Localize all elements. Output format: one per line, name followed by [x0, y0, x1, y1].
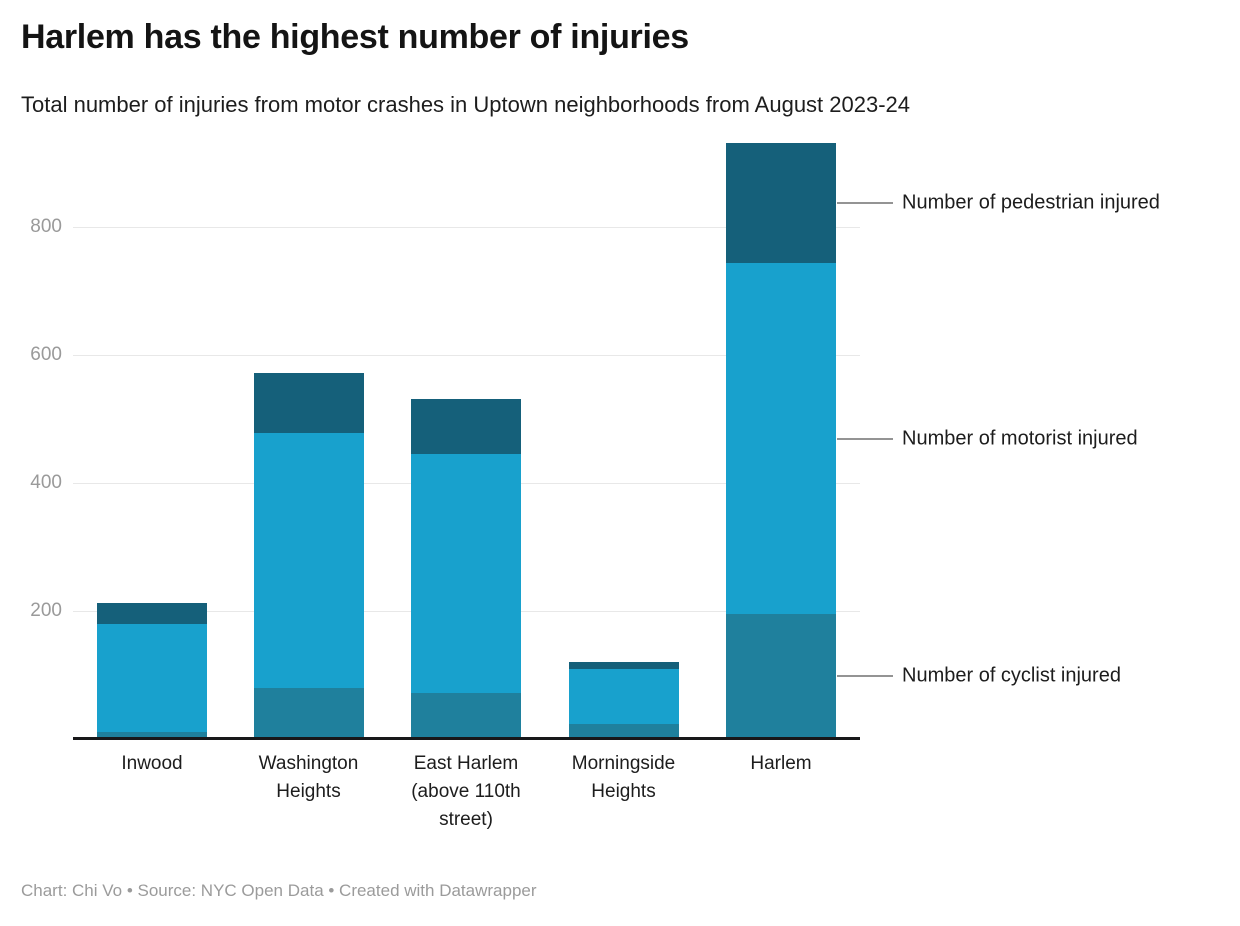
- bar-segment-harlem-number-of-motorist-injured[interactable]: [726, 263, 836, 614]
- bar-segment-washington-heights-number-of-motorist-injured[interactable]: [253, 433, 364, 688]
- bar-segment-inwood-number-of-motorist-injured[interactable]: [97, 624, 207, 732]
- y-tick-label-600: 600: [30, 344, 62, 365]
- bar-segment-morningside-heights-number-of-pedestrian-injured[interactable]: [568, 661, 679, 670]
- x-axis-label-east-harlem-above-110th-street: East Harlem (above 110th street): [411, 753, 521, 830]
- x-axis-label-washington-heights: Washington Heights: [258, 753, 359, 802]
- chart-subtitle: Total number of injuries from motor cras…: [21, 92, 911, 117]
- bar-segment-east-harlem-above-110th-street-number-of-motorist-injured[interactable]: [411, 454, 521, 693]
- annotation-label-pedestrian: Number of pedestrian injured: [902, 191, 1160, 214]
- bar-segment-washington-heights-number-of-pedestrian-injured[interactable]: [253, 372, 364, 434]
- bar-segment-morningside-heights-number-of-cyclist-injured[interactable]: [568, 724, 679, 739]
- annotation-label-motorist: Number of motorist injured: [902, 427, 1138, 450]
- bar-segment-washington-heights-number-of-cyclist-injured[interactable]: [253, 687, 364, 739]
- bar-segment-morningside-heights-number-of-motorist-injured[interactable]: [568, 669, 679, 725]
- annotation-line-cyclist: [837, 675, 893, 678]
- bar-segment-harlem-number-of-pedestrian-injured[interactable]: [726, 143, 836, 264]
- y-tick-label-200: 200: [30, 600, 62, 621]
- gridline-600: [73, 355, 860, 356]
- annotation-line-motorist: [837, 437, 893, 440]
- x-axis-label-harlem: Harlem: [750, 753, 812, 774]
- bar-segment-inwood-number-of-pedestrian-injured[interactable]: [97, 602, 207, 625]
- x-axis-label-morningside-heights: Morningside Heights: [571, 753, 676, 802]
- bar-segment-harlem-number-of-cyclist-injured[interactable]: [726, 613, 836, 739]
- y-tick-label-400: 400: [30, 472, 62, 493]
- bar-segment-east-harlem-above-110th-street-number-of-cyclist-injured[interactable]: [411, 692, 521, 739]
- bar-segment-east-harlem-above-110th-street-number-of-pedestrian-injured[interactable]: [411, 398, 521, 455]
- bar-segment-inwood-number-of-cyclist-injured[interactable]: [97, 731, 207, 739]
- annotation-label-cyclist: Number of cyclist injured: [902, 664, 1121, 687]
- x-axis-line: [73, 737, 860, 740]
- chart-title: Harlem has the highest number of injurie…: [21, 18, 689, 56]
- x-axis-label-inwood: Inwood: [121, 753, 183, 774]
- chart-footer: Chart: Chi Vo • Source: NYC Open Data • …: [21, 881, 537, 900]
- y-tick-label-800: 800: [30, 216, 62, 237]
- annotation-line-pedestrian: [837, 202, 893, 205]
- gridline-800: [73, 227, 860, 228]
